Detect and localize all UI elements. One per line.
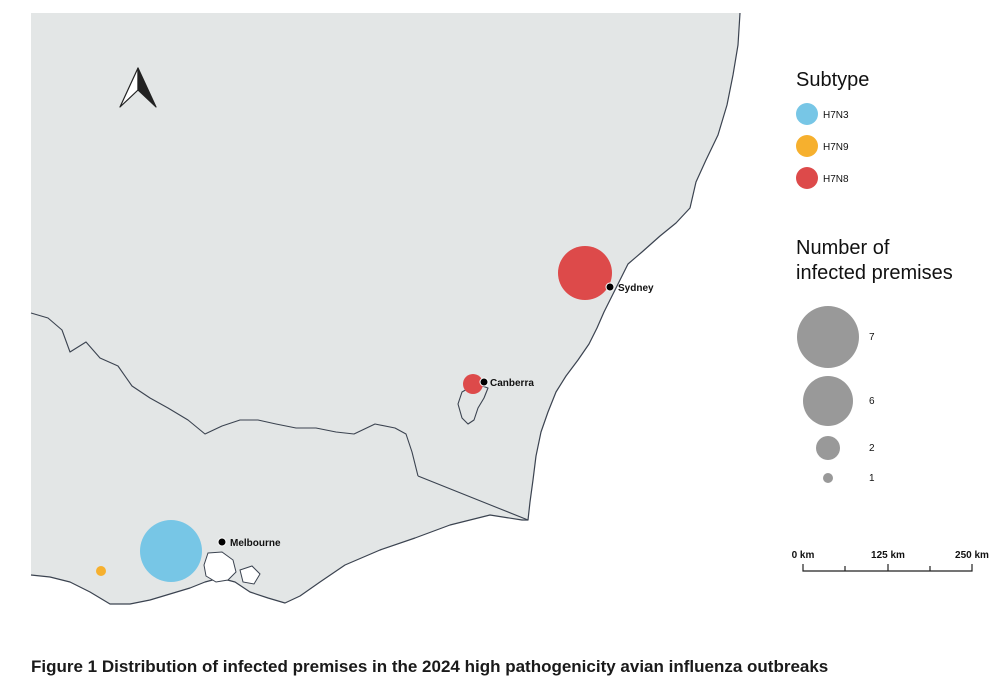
outbreak-marker-canberra <box>463 374 483 394</box>
port-phillip-bay <box>203 551 237 583</box>
act-territory <box>457 383 489 425</box>
legend-swatch-h7n3 <box>796 103 818 125</box>
legend-label-h7n9: H7N9 <box>823 142 849 153</box>
legend-size-circle-7 <box>797 306 859 368</box>
legend-size-label-1: 1 <box>869 473 875 484</box>
legend-size-label-7: 7 <box>869 332 875 343</box>
legend-swatch-h7n8 <box>796 167 818 189</box>
outbreak-marker-melbourne <box>140 520 202 582</box>
scale-label-0: 0 km <box>792 550 815 561</box>
city-label-sydney: Sydney <box>618 283 654 294</box>
north-arrow-icon <box>119 67 157 108</box>
legend-size-title-line2: infected premises <box>796 262 953 284</box>
border-straight-line <box>417 475 529 521</box>
figure-caption: Figure 1 Distribution of infected premis… <box>31 657 829 676</box>
city-melbourne: Melbourne <box>217 537 281 549</box>
outbreak-marker-western-victoria <box>96 566 106 576</box>
outbreak-marker-sydney <box>558 246 612 300</box>
legend-size-circle-6 <box>803 376 853 426</box>
legend-size: Number of infected premises 7 6 2 1 <box>796 237 953 484</box>
legend-size-circle-1 <box>823 473 833 483</box>
scale-label-250: 250 km <box>955 550 989 561</box>
city-label-canberra: Canberra <box>490 378 534 389</box>
legend-label-h7n8: H7N8 <box>823 174 849 185</box>
legend-subtype: Subtype H7N3 H7N9 H7N8 <box>796 69 869 189</box>
coastline <box>30 12 741 605</box>
city-canberra: Canberra <box>479 377 534 389</box>
legend-swatch-h7n9 <box>796 135 818 157</box>
city-sydney: Sydney <box>605 282 654 294</box>
scale-bar: 0 km 125 km 250 km <box>792 550 989 572</box>
legend-size-title-line1: Number of <box>796 237 890 259</box>
legend-size-label-6: 6 <box>869 396 875 407</box>
western-port <box>239 565 261 585</box>
legend-subtype-title: Subtype <box>796 69 869 91</box>
land-mass <box>31 13 740 604</box>
legend-size-circle-2 <box>816 436 840 460</box>
nsw-victoria-border <box>30 312 419 477</box>
city-label-melbourne: Melbourne <box>230 538 281 549</box>
legend-label-h7n3: H7N3 <box>823 110 849 121</box>
legend-size-label-2: 2 <box>869 443 875 454</box>
scale-label-125: 125 km <box>871 550 905 561</box>
